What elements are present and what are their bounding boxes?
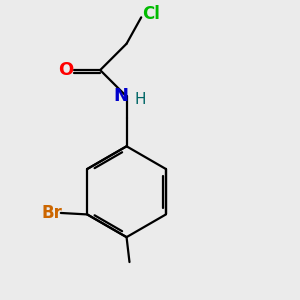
Text: Br: Br (41, 204, 62, 222)
Text: O: O (58, 61, 73, 79)
Text: N: N (114, 87, 129, 105)
Text: Cl: Cl (142, 5, 160, 23)
Text: H: H (135, 92, 146, 107)
